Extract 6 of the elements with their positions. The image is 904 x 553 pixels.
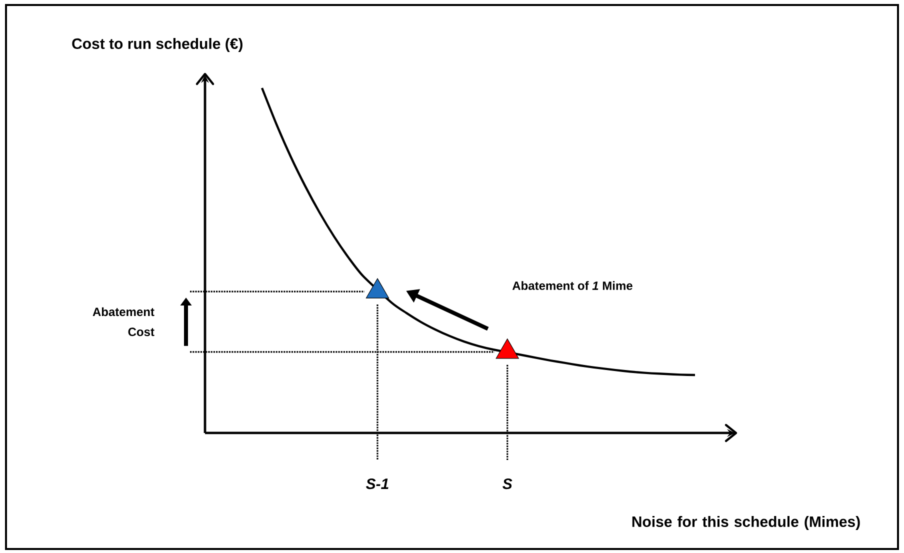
x-axis-title: Noise for this schedule (Mimes) xyxy=(632,516,860,530)
x-tick-label: S xyxy=(502,478,512,490)
y-axis-title: Cost to run schedule (€) xyxy=(72,38,242,52)
text: Abatement Cost xyxy=(92,307,154,336)
x-tick-label: S-1 xyxy=(366,478,388,490)
annotation: Abatement of 1 Mime xyxy=(512,281,632,290)
